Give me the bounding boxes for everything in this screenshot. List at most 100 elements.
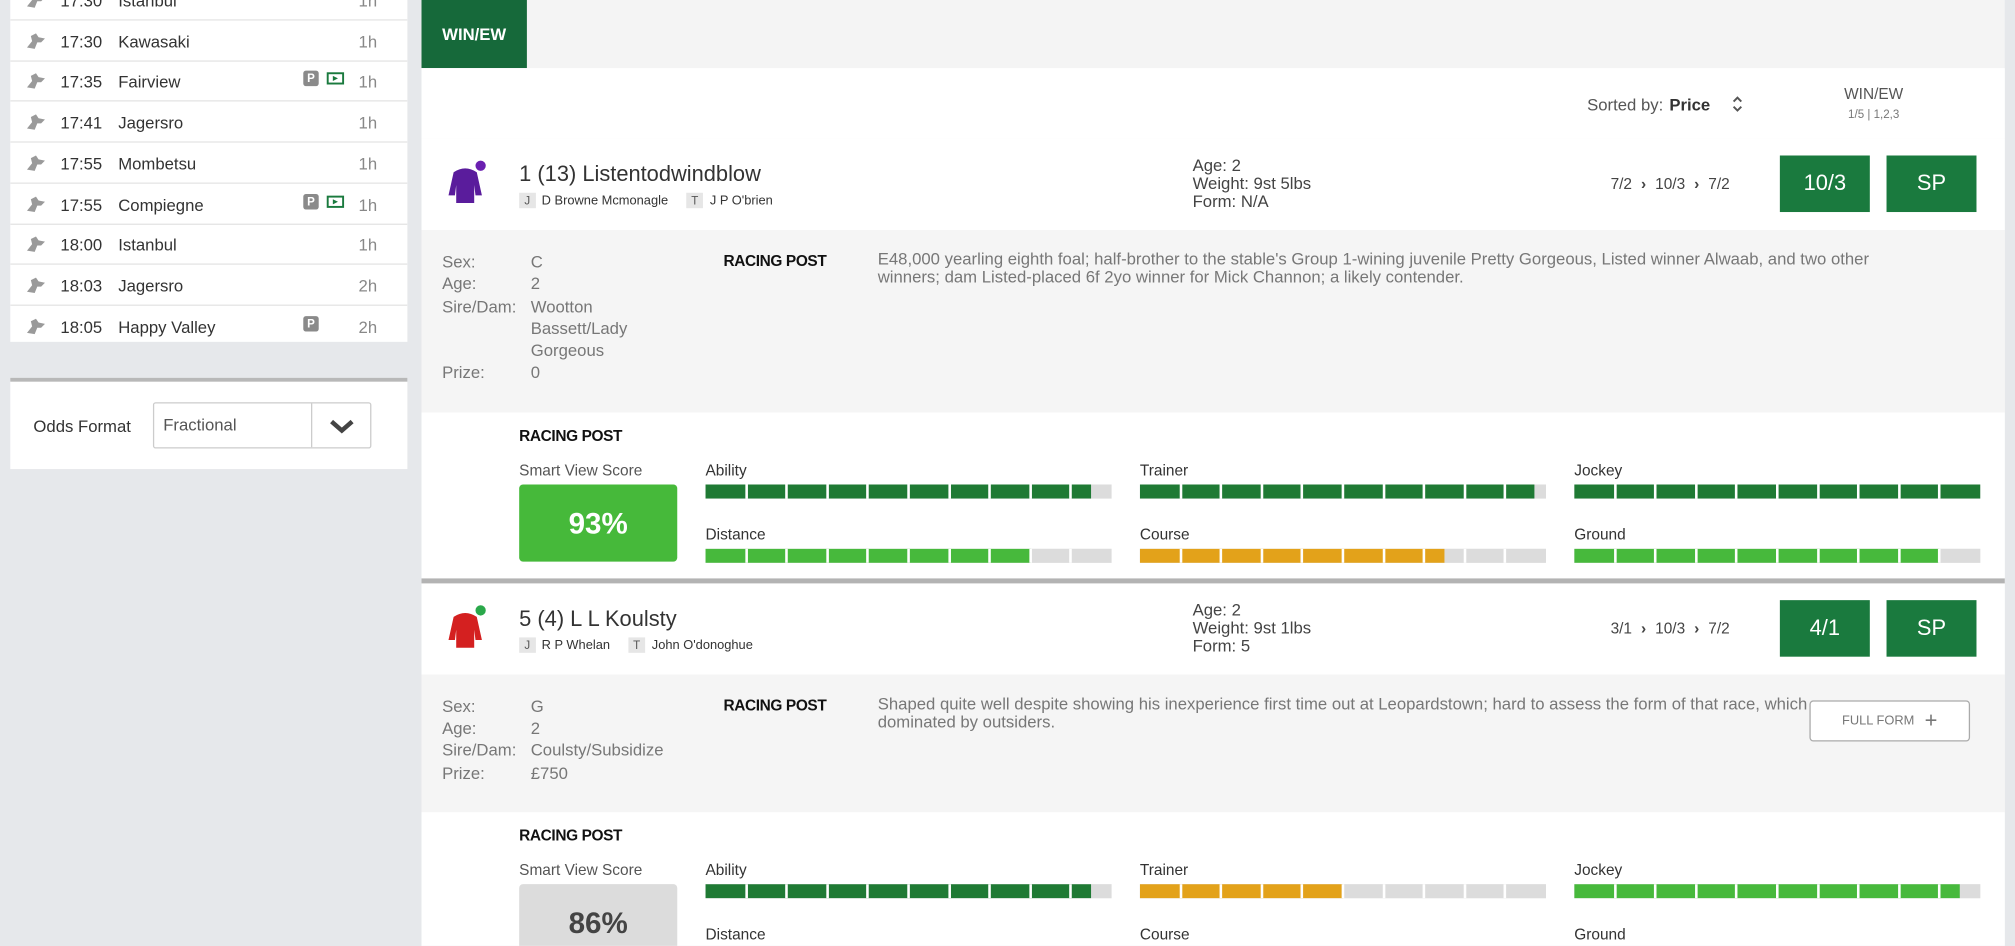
- metric-fill: [1139, 484, 1534, 499]
- sort-header: Sorted by: Price WIN/EW 1/5 | 1,2,3: [421, 68, 2005, 139]
- segment-gap: [1938, 548, 1942, 563]
- segment-gap: [744, 484, 748, 499]
- horse-shape: [26, 114, 45, 130]
- race-venue: Compiegne: [118, 194, 204, 214]
- race-row[interactable]: 17:30 Istanbul 1h: [10, 0, 408, 21]
- segment-gap: [1301, 484, 1304, 499]
- price-button[interactable]: 10/3: [1779, 155, 1870, 213]
- segment-gap: [1938, 884, 1942, 899]
- tv-icon: [326, 72, 345, 85]
- metric-label: Distance: [705, 925, 766, 944]
- runners: 1 (13) Listentodwindblow J D Browne Mcmona…: [421, 138, 2005, 946]
- segment-gap: [1301, 884, 1304, 899]
- race-time: 17:55: [60, 153, 103, 174]
- details-table: Sex: G Age: 2 Sire/Dam: Coulsty/Subsidize Priz…: [442, 695, 723, 784]
- detail-label: Sire/Dam:: [442, 296, 517, 316]
- segment-gap: [1776, 884, 1779, 899]
- race-row[interactable]: 17:55 Mombetsu 1h: [10, 142, 408, 184]
- detail-label: Prize:: [442, 762, 485, 783]
- segment-gap: [1938, 484, 1942, 499]
- smart-view: RACING POST Smart View Score 86% Ability Tra…: [421, 812, 2005, 946]
- runner-age: Age: 2: [1192, 599, 1241, 620]
- tab[interactable]: WIN/EW: [421, 0, 527, 69]
- race-eta: 1h: [358, 0, 378, 11]
- silk: [448, 605, 486, 648]
- segment-gap: [1029, 484, 1032, 499]
- race-row[interactable]: 17:55 Compiegne P 1h: [10, 183, 408, 225]
- silk: [448, 160, 486, 204]
- segment-gap: [1069, 548, 1073, 563]
- runner-details: Sex: G Age: 2 Sire/Dam: Coulsty/Subsidize Priz…: [421, 674, 2005, 813]
- race-row[interactable]: 17:30 Kawasaki 1h: [10, 20, 408, 62]
- segment-gap: [1463, 548, 1467, 563]
- market-terms: 1/5 | 1,2,3: [1848, 107, 1900, 121]
- race-time: 17:41: [60, 113, 103, 133]
- silk-cap: [475, 605, 486, 616]
- history-price: 7/2: [1708, 619, 1730, 638]
- sort-icon[interactable]: [1731, 94, 1744, 115]
- race-list: 17:30 Istanbul 1h 17:30 Kawasaki 1h 17:35 Fairv…: [10, 0, 408, 342]
- horse-icon: [26, 114, 45, 130]
- history-price: 3/1: [1610, 619, 1633, 638]
- arrow: ›: [1694, 619, 1700, 638]
- detail-label: Age:: [442, 274, 477, 294]
- sp-button[interactable]: SP: [1886, 155, 1977, 213]
- segment-gap: [1069, 884, 1073, 899]
- detail-row: Sire/Dam: Wootton Bassett/Lady Gorgeous: [442, 295, 723, 362]
- race-row[interactable]: 18:03 Jagersro 2h: [10, 265, 408, 306]
- detail-row: Prize: £750: [442, 762, 723, 784]
- history-price: 10/3: [1655, 619, 1686, 638]
- race-time: 18:05: [60, 316, 103, 337]
- race-row[interactable]: 17:41 Jagersro 1h: [10, 102, 408, 143]
- price-button[interactable]: 4/1: [1779, 599, 1870, 657]
- runner-row: 1 (13) Listentodwindblow J D Browne Mcmona…: [421, 138, 2005, 231]
- sort-label: Sorted by:: [1587, 95, 1664, 115]
- horse-icon: [26, 155, 45, 171]
- runner-name: 1 (13) Listentodwindblow: [519, 161, 761, 187]
- detail-row: Sire/Dam: Coulsty/Subsidize: [442, 739, 723, 761]
- horse-icon: [26, 318, 45, 334]
- metric-fill: [1574, 884, 1961, 899]
- odds-select[interactable]: Fractional: [152, 402, 372, 449]
- race-venue: Istanbul: [118, 235, 177, 255]
- segment-gap: [947, 484, 951, 499]
- jockey: D Browne Mcmonagle: [541, 194, 669, 209]
- sort-value[interactable]: Price: [1669, 95, 1711, 115]
- race-eta: 2h: [358, 316, 378, 337]
- detail-value: £750: [530, 762, 568, 783]
- race-time: 17:30: [60, 31, 103, 52]
- brand-logo: RACING POST: [723, 251, 827, 270]
- detail-label: Prize:: [442, 363, 485, 383]
- sp-button[interactable]: SP: [1886, 599, 1977, 657]
- detail-label: Age:: [442, 718, 477, 738]
- segment-gap: [744, 884, 748, 899]
- segment-gap: [907, 884, 910, 899]
- runner-form: Form: N/A: [1192, 191, 1269, 211]
- race-row[interactable]: 18:00 Istanbul 1h: [10, 224, 408, 265]
- full-form-button[interactable]: FULL FORM +: [1809, 700, 1971, 742]
- segment-gap: [1382, 548, 1385, 563]
- race-venue: Jagersro: [118, 113, 184, 133]
- runner-form: Form: 5: [1192, 635, 1251, 656]
- trainer-tag: T: [628, 637, 646, 653]
- segment-gap: [866, 484, 870, 499]
- segment-gap: [1382, 884, 1385, 899]
- detail-value: G: [530, 696, 544, 716]
- race-row[interactable]: 17:35 Fairview P 1h: [10, 61, 408, 103]
- segment-gap: [1897, 484, 1901, 499]
- dropdown-button[interactable]: [310, 403, 371, 448]
- segment-gap: [1463, 884, 1467, 899]
- segment-gap: [988, 884, 992, 899]
- race-time: 17:55: [60, 194, 103, 214]
- segment-gap: [1654, 884, 1657, 899]
- odds-format: Odds Format Fractional: [10, 377, 408, 470]
- segment-gap: [1504, 884, 1507, 899]
- race-row[interactable]: 18:05 Happy Valley P 2h: [10, 305, 407, 342]
- trainer-tag: T: [686, 192, 704, 209]
- segment-gap: [1857, 484, 1860, 499]
- brand-logo: RACING POST: [723, 696, 827, 715]
- metric-fill: [705, 484, 1092, 499]
- segment-gap: [1735, 884, 1738, 899]
- segment-gap: [1857, 548, 1860, 563]
